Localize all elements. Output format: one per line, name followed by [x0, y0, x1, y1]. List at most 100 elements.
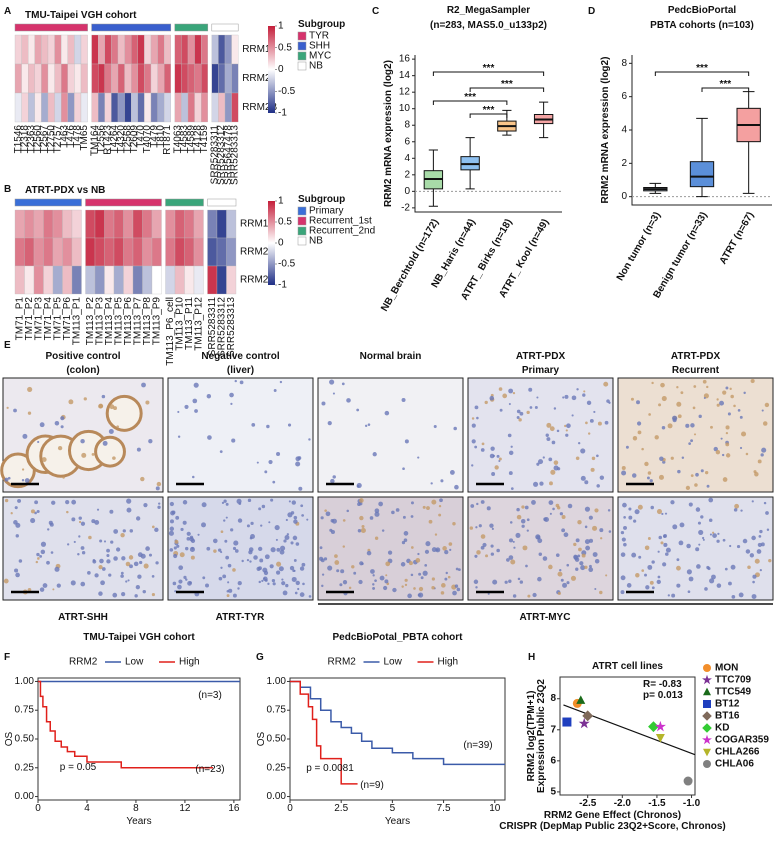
ihc-nucleus	[623, 516, 626, 519]
ihc-nucleus	[110, 540, 114, 544]
ihc-nucleus	[536, 396, 539, 399]
ihc-nucleus	[40, 549, 46, 555]
ihc-nucleus	[534, 405, 538, 409]
ihc-nucleus	[103, 540, 107, 543]
ihc-nucleus	[172, 581, 177, 586]
ihc-nucleus	[241, 559, 244, 563]
ihc-nucleus	[135, 585, 141, 590]
ihc-nucleus	[594, 587, 597, 590]
heatmap-cell	[21, 92, 29, 123]
ihc-nucleus	[512, 391, 516, 395]
ihc-nucleus	[225, 502, 229, 506]
ihc-nucleus	[145, 546, 150, 551]
ihc-nucleus	[433, 425, 437, 429]
annotation: (n=9)	[360, 780, 384, 791]
ihc-nucleus	[698, 543, 701, 546]
ihc-nucleus	[308, 438, 311, 441]
ihc-nucleus	[359, 502, 363, 506]
y-tick-label: 2	[404, 169, 410, 180]
heatmap-cell	[216, 265, 227, 295]
ihc-nucleus	[372, 586, 376, 590]
ihc-nucleus	[320, 558, 325, 563]
column-label: TM71_P1	[14, 297, 25, 341]
point	[578, 717, 590, 729]
heatmap-cell	[113, 209, 124, 239]
ihc-nucleus	[448, 542, 453, 546]
colorbar-label: 0	[278, 238, 284, 249]
ihc-nucleus	[660, 382, 665, 388]
ihc-nucleus	[536, 462, 540, 466]
legend-title: RRM2	[69, 657, 98, 668]
column-label: T2568	[122, 125, 133, 154]
ihc-nucleus	[401, 540, 406, 545]
ihc-nucleus	[325, 511, 331, 517]
ihc-nucleus	[253, 555, 258, 560]
ihc-nucleus	[620, 552, 626, 557]
heatmap-cell	[194, 34, 202, 65]
ihc-nucleus	[78, 520, 82, 524]
heatmap-cell	[164, 92, 171, 123]
ihc-nucleus	[273, 389, 277, 392]
ihc-nucleus	[712, 531, 715, 534]
column-label: T4264	[109, 125, 120, 154]
ihc-nucleus	[17, 498, 22, 503]
ihc-nucleus	[219, 450, 223, 454]
heatmap-cell	[144, 92, 152, 123]
heatmap-cell	[94, 209, 105, 239]
ihc-nucleus	[764, 402, 770, 408]
ihc-nucleus	[52, 588, 55, 591]
column-label: TM71_P2	[24, 297, 35, 341]
ihc-image	[317, 377, 464, 493]
heatmap-cell	[71, 265, 82, 295]
ihc-nucleus	[15, 522, 21, 528]
legend-label: KD	[715, 723, 729, 734]
ihc-nucleus	[588, 567, 594, 573]
heatmap-cell	[111, 34, 119, 65]
heatmap-cell	[193, 265, 204, 295]
ihc-nucleus	[584, 525, 588, 529]
ihc-nucleus	[686, 569, 692, 575]
ihc-nucleus	[552, 507, 555, 511]
ihc-nucleus	[605, 574, 608, 577]
column-label: TM71_P6	[62, 297, 73, 341]
ihc-nucleus	[251, 423, 256, 427]
ihc-nucleus	[81, 551, 86, 555]
ihc-nucleus	[238, 502, 242, 506]
heatmap-cell	[224, 34, 232, 65]
ihc-nucleus	[671, 593, 676, 598]
ihc-nucleus	[654, 435, 659, 440]
ihc-nucleus	[672, 524, 678, 530]
legend-label: TYR	[309, 31, 329, 42]
heatmap-cell	[226, 237, 237, 267]
x-axis-label: Years	[126, 816, 151, 827]
column-label: T810	[155, 125, 166, 148]
ihc-nucleus	[620, 575, 626, 581]
ihc-nucleus	[551, 440, 556, 445]
ihc-nucleus	[532, 592, 537, 598]
ihc-nucleus	[686, 543, 691, 549]
ihc-nucleus	[143, 563, 149, 569]
ihc-nucleus	[232, 568, 236, 572]
ihc-nucleus	[151, 525, 155, 529]
ihc-nucleus	[224, 539, 228, 543]
ihc-nucleus	[580, 448, 586, 454]
ihc-nucleus	[157, 505, 161, 509]
chart-subtitle: PBTA cohorts (n=103)	[650, 20, 754, 31]
ihc-nucleus	[385, 574, 388, 577]
ihc-nucleus	[667, 594, 670, 597]
heatmap-cell	[132, 237, 143, 267]
ihc-nucleus	[623, 525, 627, 530]
ihc-nucleus	[751, 500, 754, 503]
heatmap-cell	[137, 34, 145, 65]
ihc-gland	[94, 435, 126, 468]
ihc-nucleus	[177, 410, 180, 413]
legend-label: COGAR359	[715, 735, 769, 746]
column-label: TM113_P8	[142, 297, 153, 346]
ihc-nucleus	[508, 471, 513, 476]
ihc-nucleus	[434, 533, 438, 536]
column-label: T2560	[33, 125, 44, 154]
ihc-nucleus	[27, 386, 33, 393]
heatmap-cell	[124, 63, 132, 94]
panel-letter: D	[588, 6, 595, 17]
ihc-nucleus	[457, 568, 461, 572]
